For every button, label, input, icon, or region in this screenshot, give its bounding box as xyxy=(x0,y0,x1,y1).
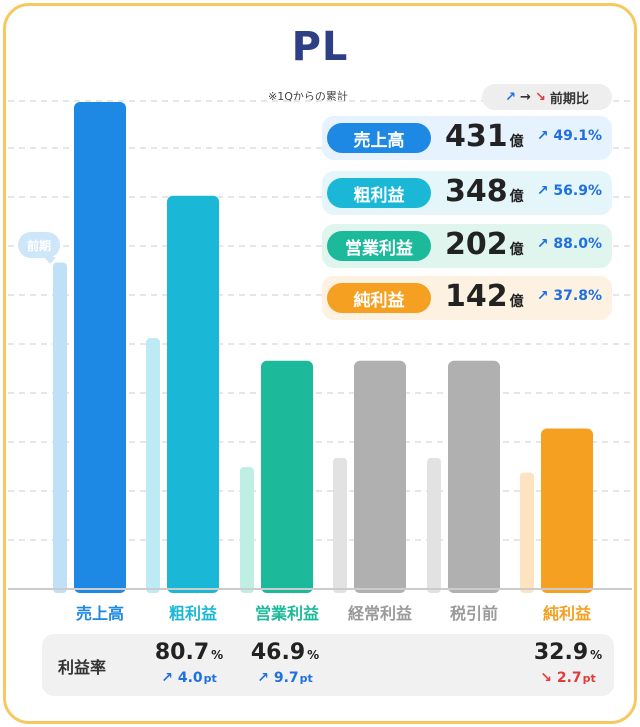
category-label: 税引前 xyxy=(449,604,498,623)
margin-panel xyxy=(42,634,614,696)
bar-previous xyxy=(520,472,534,593)
bar-previous xyxy=(333,457,347,593)
category-label: 純利益 xyxy=(542,604,591,623)
chart-title: PL xyxy=(291,24,349,70)
summary-value: 202 億 xyxy=(445,227,524,262)
bar-chart xyxy=(8,100,632,593)
bar-previous xyxy=(240,466,254,593)
bar-previous xyxy=(53,262,67,593)
summary-value: 348 億 xyxy=(445,174,524,209)
summary-label: 粗利益 xyxy=(327,178,431,208)
arrow-down-icon: ↘ xyxy=(534,89,546,105)
summary-value: 142 億 xyxy=(445,279,524,314)
category-label: 経常利益 xyxy=(347,604,412,623)
summary-label: 純利益 xyxy=(327,283,431,313)
category-label: 売上高 xyxy=(75,604,124,623)
bar-current xyxy=(354,360,406,593)
yoy-label: 前期比 xyxy=(549,91,589,107)
summary-change: ↗ 56.9% xyxy=(536,183,602,199)
margin-change: ↗ 4.0pt xyxy=(161,670,217,686)
summary-change: ↗ 88.0% xyxy=(536,236,602,252)
margin-change: ↗ 9.7pt xyxy=(257,670,313,686)
bar-current xyxy=(74,102,126,593)
margin-value: 80.7% xyxy=(154,640,224,665)
margin-change: ↘ 2.7pt xyxy=(540,670,596,686)
bars xyxy=(53,102,593,593)
category-label: 営業利益 xyxy=(254,604,319,623)
summary-label: 営業利益 xyxy=(327,231,431,261)
summary-card: 売上高 431 億 ↗ 49.1% xyxy=(322,116,612,160)
yoy-legend: ↗ → ↘ 前期比 xyxy=(482,84,612,110)
summary-change: ↗ 49.1% xyxy=(536,128,602,144)
chart-subtitle: ※1Qからの累計 xyxy=(268,90,348,103)
prev-period-tag: 前期 xyxy=(18,232,60,264)
margin-label: 利益率 xyxy=(58,658,107,677)
bar-previous xyxy=(427,457,441,593)
category-label: 粗利益 xyxy=(168,604,217,623)
bar-current xyxy=(167,195,219,593)
summary-label: 売上高 xyxy=(327,123,431,153)
summary-card: 営業利益 202 億 ↗ 88.0% xyxy=(322,224,612,268)
summary-card: 純利益 142 億 ↗ 37.8% xyxy=(322,276,612,320)
margin-value: 46.9% xyxy=(250,640,320,665)
arrow-up-icon: ↗ xyxy=(505,89,517,105)
margin-value: 32.9% xyxy=(533,640,603,665)
bar-current xyxy=(448,360,500,593)
arrow-right-icon: → xyxy=(520,89,531,105)
summary-change: ↗ 37.8% xyxy=(536,288,602,304)
bar-current xyxy=(541,428,593,593)
bar-previous xyxy=(146,338,160,593)
bar-current xyxy=(261,360,313,593)
summary-card: 粗利益 348 億 ↗ 56.9% xyxy=(322,171,612,215)
summary-value: 431 億 xyxy=(445,119,524,154)
